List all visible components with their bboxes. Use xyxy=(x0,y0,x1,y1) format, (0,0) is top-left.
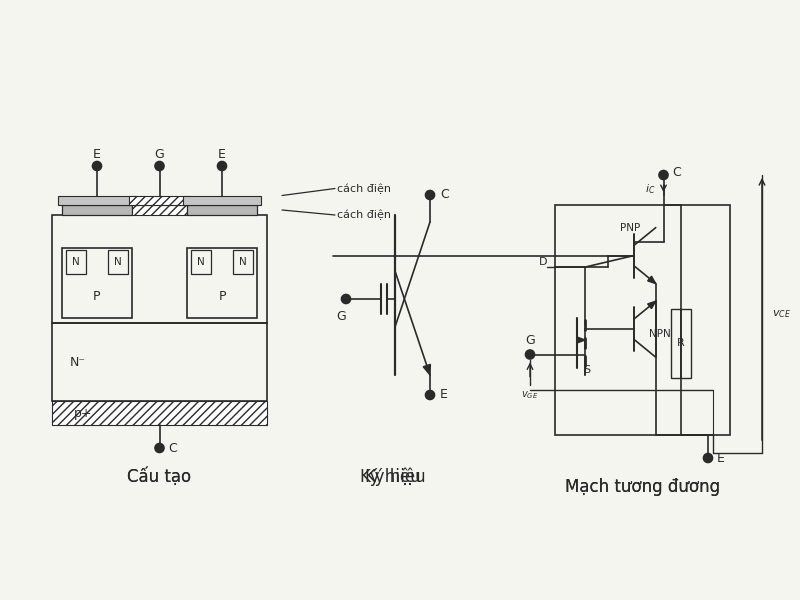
Circle shape xyxy=(426,191,434,199)
Text: C: C xyxy=(673,166,682,179)
Circle shape xyxy=(155,443,164,452)
Text: S: S xyxy=(583,365,590,375)
Text: p+: p+ xyxy=(74,407,93,419)
Text: G: G xyxy=(525,334,535,347)
Text: P: P xyxy=(218,289,226,302)
Bar xyxy=(62,248,132,318)
Bar xyxy=(191,250,211,274)
Text: Ký hiệu: Ký hiệu xyxy=(360,468,420,486)
Polygon shape xyxy=(648,301,656,308)
Bar xyxy=(52,215,267,323)
Bar xyxy=(129,196,190,205)
Text: PNP: PNP xyxy=(620,223,640,233)
Bar xyxy=(233,250,253,274)
Text: N⁻: N⁻ xyxy=(70,355,86,368)
Circle shape xyxy=(659,170,668,179)
Text: P: P xyxy=(94,289,101,302)
Text: E: E xyxy=(93,148,101,160)
Text: D: D xyxy=(538,257,547,267)
Bar xyxy=(555,205,730,435)
Text: N: N xyxy=(197,257,205,267)
Text: E: E xyxy=(440,389,448,401)
Text: R: R xyxy=(677,338,685,348)
Text: N: N xyxy=(72,257,80,267)
Bar xyxy=(52,401,267,425)
Bar xyxy=(108,250,128,274)
Bar xyxy=(66,250,86,274)
Circle shape xyxy=(218,161,226,170)
Text: N: N xyxy=(239,257,247,267)
Text: $i_C$: $i_C$ xyxy=(645,182,655,196)
Text: Mạch tương đương: Mạch tương đương xyxy=(565,478,720,496)
Text: Ký hiệu: Ký hiệu xyxy=(365,468,426,486)
Text: NPN: NPN xyxy=(649,329,670,339)
Text: Mạch tương đương: Mạch tương đương xyxy=(565,478,720,496)
Text: $v_{CE}$: $v_{CE}$ xyxy=(772,308,791,320)
Text: E: E xyxy=(717,451,725,464)
Bar xyxy=(187,248,257,318)
Bar xyxy=(58,196,136,205)
Bar xyxy=(62,205,132,215)
Text: Cấu tạo: Cấu tạo xyxy=(127,468,191,486)
Polygon shape xyxy=(577,337,585,343)
Bar xyxy=(183,196,261,205)
Polygon shape xyxy=(648,276,656,284)
Text: G: G xyxy=(336,311,346,323)
Text: cách điện: cách điện xyxy=(337,210,391,220)
Text: C: C xyxy=(440,188,449,202)
Bar xyxy=(132,205,187,215)
Circle shape xyxy=(155,161,164,170)
Text: C: C xyxy=(169,442,178,455)
Text: N: N xyxy=(114,257,122,267)
Bar xyxy=(52,323,267,401)
Text: E: E xyxy=(218,148,226,160)
Text: G: G xyxy=(154,148,164,160)
Circle shape xyxy=(703,454,713,463)
Text: Cấu tạo: Cấu tạo xyxy=(127,468,191,486)
Polygon shape xyxy=(423,364,430,375)
Circle shape xyxy=(426,391,434,400)
Bar xyxy=(671,308,691,377)
Bar xyxy=(187,205,257,215)
Text: cách điện: cách điện xyxy=(337,183,391,194)
Circle shape xyxy=(93,161,102,170)
Circle shape xyxy=(342,295,350,304)
Circle shape xyxy=(526,350,534,359)
Text: $v_{GE}$: $v_{GE}$ xyxy=(522,389,538,401)
